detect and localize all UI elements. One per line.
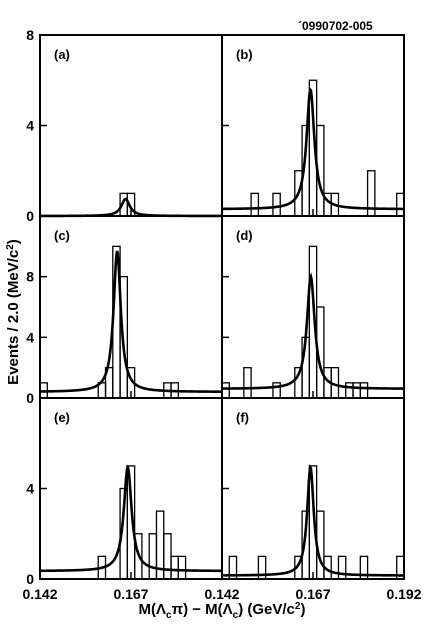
panel-label: (f) [236,410,249,425]
y-axis-title: Events / 2.0 (MeV/c2) [5,239,22,385]
histogram-bar [396,192,405,217]
panel-frame [39,34,223,217]
panel-label: (b) [236,47,253,62]
panel-d: (d) [221,215,405,399]
panel-frame [39,215,223,399]
panel-b: (b) [221,34,405,217]
fit-curve [221,86,405,211]
y-tick-label: 4 [26,118,34,134]
y-tick-label: 4 [26,329,34,345]
fit-curve [39,464,222,573]
histogram-bar [359,382,369,399]
x-tick-label: 0.167 [113,586,148,602]
panel-label: (e) [54,410,70,425]
panel-label: (d) [236,228,253,243]
histogram-bar [170,555,179,580]
histogram-bar [148,533,158,580]
fit-curve [39,250,222,393]
panel-e: 0 4 (e) [26,397,223,587]
y-tick-label: 4 [26,481,34,497]
histogram-bar [177,555,187,580]
fit-curve [222,464,405,577]
panel-label: (a) [54,47,70,62]
y-tick-label: 8 [26,27,34,43]
histogram-bar [352,382,361,399]
histogram-bar [163,533,172,580]
figure-id: ´0990702-005 [298,19,373,33]
panel-a: 0 4 8 (a) [26,27,223,224]
y-tick-label: 8 [26,269,34,285]
histogram-bar [221,382,230,399]
histogram-bar [272,192,281,217]
panel-c: 0 4 8 (c) [26,215,223,406]
y-tick-label: 0 [26,571,34,587]
fit-curve [222,272,404,390]
y-tick-label: 0 [26,390,34,406]
panel-label: (c) [54,228,70,243]
histogram-bar [337,555,347,580]
y-tick-label: 0 [26,208,34,224]
histogram-bar [250,192,260,217]
histogram-bar [272,382,281,399]
panel-f: (f) [221,397,405,580]
histogram-bar [345,382,354,399]
x-axis-title: M(Λcπ) − M(Λc) (GeV/c2) [139,601,306,621]
x-tick-label: 0.192 [386,586,421,602]
x-tick-label: 0.142 [22,586,57,602]
x-tick-label: 0.167 [295,586,330,602]
x-tick-label: 0.142 [204,586,239,602]
histogram-bar [243,367,252,399]
panels: 0 4 8 (a) (b) 0 4 8 (c) (d) 0 4 (e) (f) 0.142 0.167 0.14… [22,27,421,602]
